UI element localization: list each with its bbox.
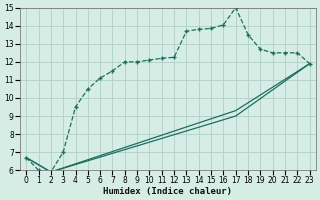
X-axis label: Humidex (Indice chaleur): Humidex (Indice chaleur) [103, 187, 232, 196]
